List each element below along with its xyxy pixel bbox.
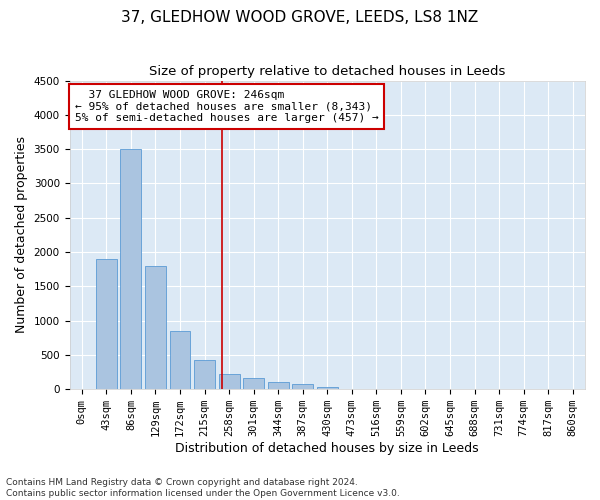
Bar xyxy=(317,387,338,389)
Bar xyxy=(96,259,117,389)
Bar xyxy=(292,384,313,389)
Text: 37 GLEDHOW WOOD GROVE: 246sqm
← 95% of detached houses are smaller (8,343)
5% of: 37 GLEDHOW WOOD GROVE: 246sqm ← 95% of d… xyxy=(74,90,379,123)
X-axis label: Distribution of detached houses by size in Leeds: Distribution of detached houses by size … xyxy=(175,442,479,455)
Title: Size of property relative to detached houses in Leeds: Size of property relative to detached ho… xyxy=(149,65,505,78)
Bar xyxy=(218,374,239,389)
Text: 37, GLEDHOW WOOD GROVE, LEEDS, LS8 1NZ: 37, GLEDHOW WOOD GROVE, LEEDS, LS8 1NZ xyxy=(121,10,479,25)
Text: Contains HM Land Registry data © Crown copyright and database right 2024.
Contai: Contains HM Land Registry data © Crown c… xyxy=(6,478,400,498)
Bar xyxy=(145,266,166,389)
Bar xyxy=(71,388,92,389)
Bar xyxy=(194,360,215,389)
Bar xyxy=(121,149,142,389)
Bar xyxy=(170,331,190,389)
Y-axis label: Number of detached properties: Number of detached properties xyxy=(15,136,28,334)
Bar xyxy=(243,378,264,389)
Bar xyxy=(268,382,289,389)
